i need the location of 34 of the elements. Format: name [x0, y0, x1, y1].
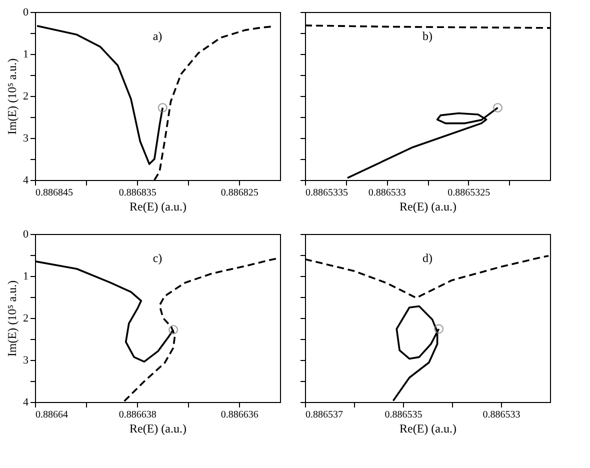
x-tick-label: 0.886533	[482, 410, 520, 420]
y-tick-label: 2	[23, 90, 28, 102]
x-axis-title: Re(E) (a.u.)	[130, 200, 186, 214]
x-axis-title: Re(E) (a.u.)	[400, 422, 456, 436]
y-tick-label: 2	[23, 312, 28, 324]
y-tick-label: 0	[23, 6, 29, 18]
x-tick-label: 0.886537	[306, 410, 343, 420]
x-axis-title: Re(E) (a.u.)	[400, 200, 456, 214]
x-tick-label: 0.886638	[118, 410, 156, 420]
y-tick-label: 1	[23, 270, 28, 282]
y-tick-label: 4	[23, 396, 29, 408]
line-series	[154, 26, 272, 180]
x-tick-label: 0.886535	[384, 410, 422, 420]
line-series	[36, 24, 164, 165]
x-tick-label: 0.886845	[36, 188, 73, 198]
y-tick-label: 3	[23, 354, 29, 366]
annotation: d)	[422, 251, 432, 265]
y-tick-label: 1	[23, 48, 28, 60]
x-axis-title: Re(E) (a.u.)	[130, 422, 186, 436]
annotation: b)	[422, 29, 432, 43]
y-tick-label: 0	[23, 228, 29, 240]
x-tick-label: 0.8865335	[306, 188, 348, 198]
x-tick-label: 0.88664	[36, 410, 68, 420]
y-axis-title: Im(E) (10⁵ a.u.)	[5, 280, 19, 357]
annotation: a)	[152, 29, 162, 43]
x-tick-label: 0.886533	[368, 188, 406, 198]
y-tick-label: 3	[23, 132, 29, 144]
x-tick-label: 0.886636	[220, 410, 258, 420]
x-tick-label: 0.886825	[220, 188, 258, 198]
annotation: c)	[152, 251, 162, 265]
x-tick-label: 0.8865325	[448, 188, 490, 198]
x-tick-label: 0.886835	[118, 188, 156, 198]
y-tick-label: 4	[23, 174, 29, 186]
y-axis-title: Im(E) (10⁵ a.u.)	[5, 58, 19, 135]
